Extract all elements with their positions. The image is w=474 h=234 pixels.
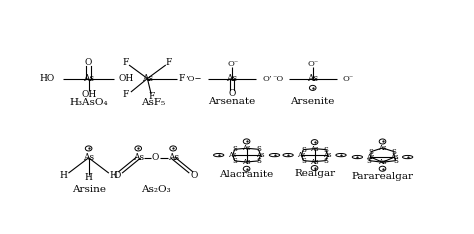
Text: F: F <box>123 90 129 99</box>
Text: O: O <box>228 89 236 98</box>
Text: As: As <box>133 153 144 162</box>
Text: S: S <box>256 145 261 153</box>
Text: HO: HO <box>40 74 55 83</box>
Text: As: As <box>227 74 237 83</box>
Text: O: O <box>113 171 120 180</box>
Text: OH: OH <box>81 90 96 99</box>
Text: ’O−: ’O− <box>185 75 201 83</box>
Text: S: S <box>367 157 372 165</box>
Text: H₃AsO₄: H₃AsO₄ <box>69 98 108 107</box>
Text: O: O <box>152 153 159 162</box>
Text: As: As <box>297 151 306 159</box>
Text: H: H <box>109 171 118 180</box>
Text: Alacranite: Alacranite <box>219 170 273 179</box>
Text: S: S <box>301 157 306 165</box>
Text: As: As <box>310 157 319 166</box>
Text: As: As <box>378 158 387 166</box>
Text: F: F <box>165 58 172 67</box>
Text: H: H <box>85 173 92 183</box>
Text: F: F <box>178 74 185 83</box>
Text: S: S <box>393 157 398 165</box>
Text: S: S <box>232 157 237 165</box>
Text: As: As <box>307 74 318 83</box>
Text: As: As <box>83 153 94 162</box>
Text: S: S <box>369 148 374 156</box>
Text: As: As <box>256 151 265 159</box>
Text: S: S <box>323 146 328 154</box>
Text: O⁻: O⁻ <box>342 75 353 83</box>
Text: As: As <box>168 153 179 162</box>
Text: ⁻O: ⁻O <box>272 75 283 83</box>
Text: S: S <box>323 157 328 165</box>
Text: S: S <box>392 148 396 156</box>
Text: Arsenite: Arsenite <box>291 97 335 106</box>
Text: AsF₅: AsF₅ <box>141 98 165 107</box>
Text: Realgar: Realgar <box>294 169 335 178</box>
Text: Pararealgar: Pararealgar <box>352 172 413 181</box>
Text: As: As <box>366 153 375 161</box>
Text: H: H <box>60 171 68 180</box>
Text: O’: O’ <box>263 75 272 83</box>
Text: As₂O₃: As₂O₃ <box>141 185 171 194</box>
Text: Arsenate: Arsenate <box>208 97 255 106</box>
Text: As: As <box>142 74 153 83</box>
Text: F: F <box>123 58 129 67</box>
Text: S: S <box>256 157 261 165</box>
Text: O: O <box>191 171 198 180</box>
Text: As: As <box>390 153 399 161</box>
Text: As: As <box>228 151 237 159</box>
Text: As: As <box>310 145 319 153</box>
Text: As: As <box>83 74 94 83</box>
Text: As: As <box>242 144 251 152</box>
Text: As: As <box>378 144 387 152</box>
Text: S: S <box>232 145 237 153</box>
Text: As: As <box>324 151 332 159</box>
Text: OH: OH <box>119 74 134 83</box>
Text: F: F <box>149 92 155 101</box>
Text: Arsine: Arsine <box>72 185 106 194</box>
Text: O⁻: O⁻ <box>307 60 319 68</box>
Text: O⁻: O⁻ <box>228 60 238 68</box>
Text: S: S <box>301 146 306 154</box>
Text: As: As <box>242 158 251 166</box>
Text: O: O <box>85 58 92 67</box>
